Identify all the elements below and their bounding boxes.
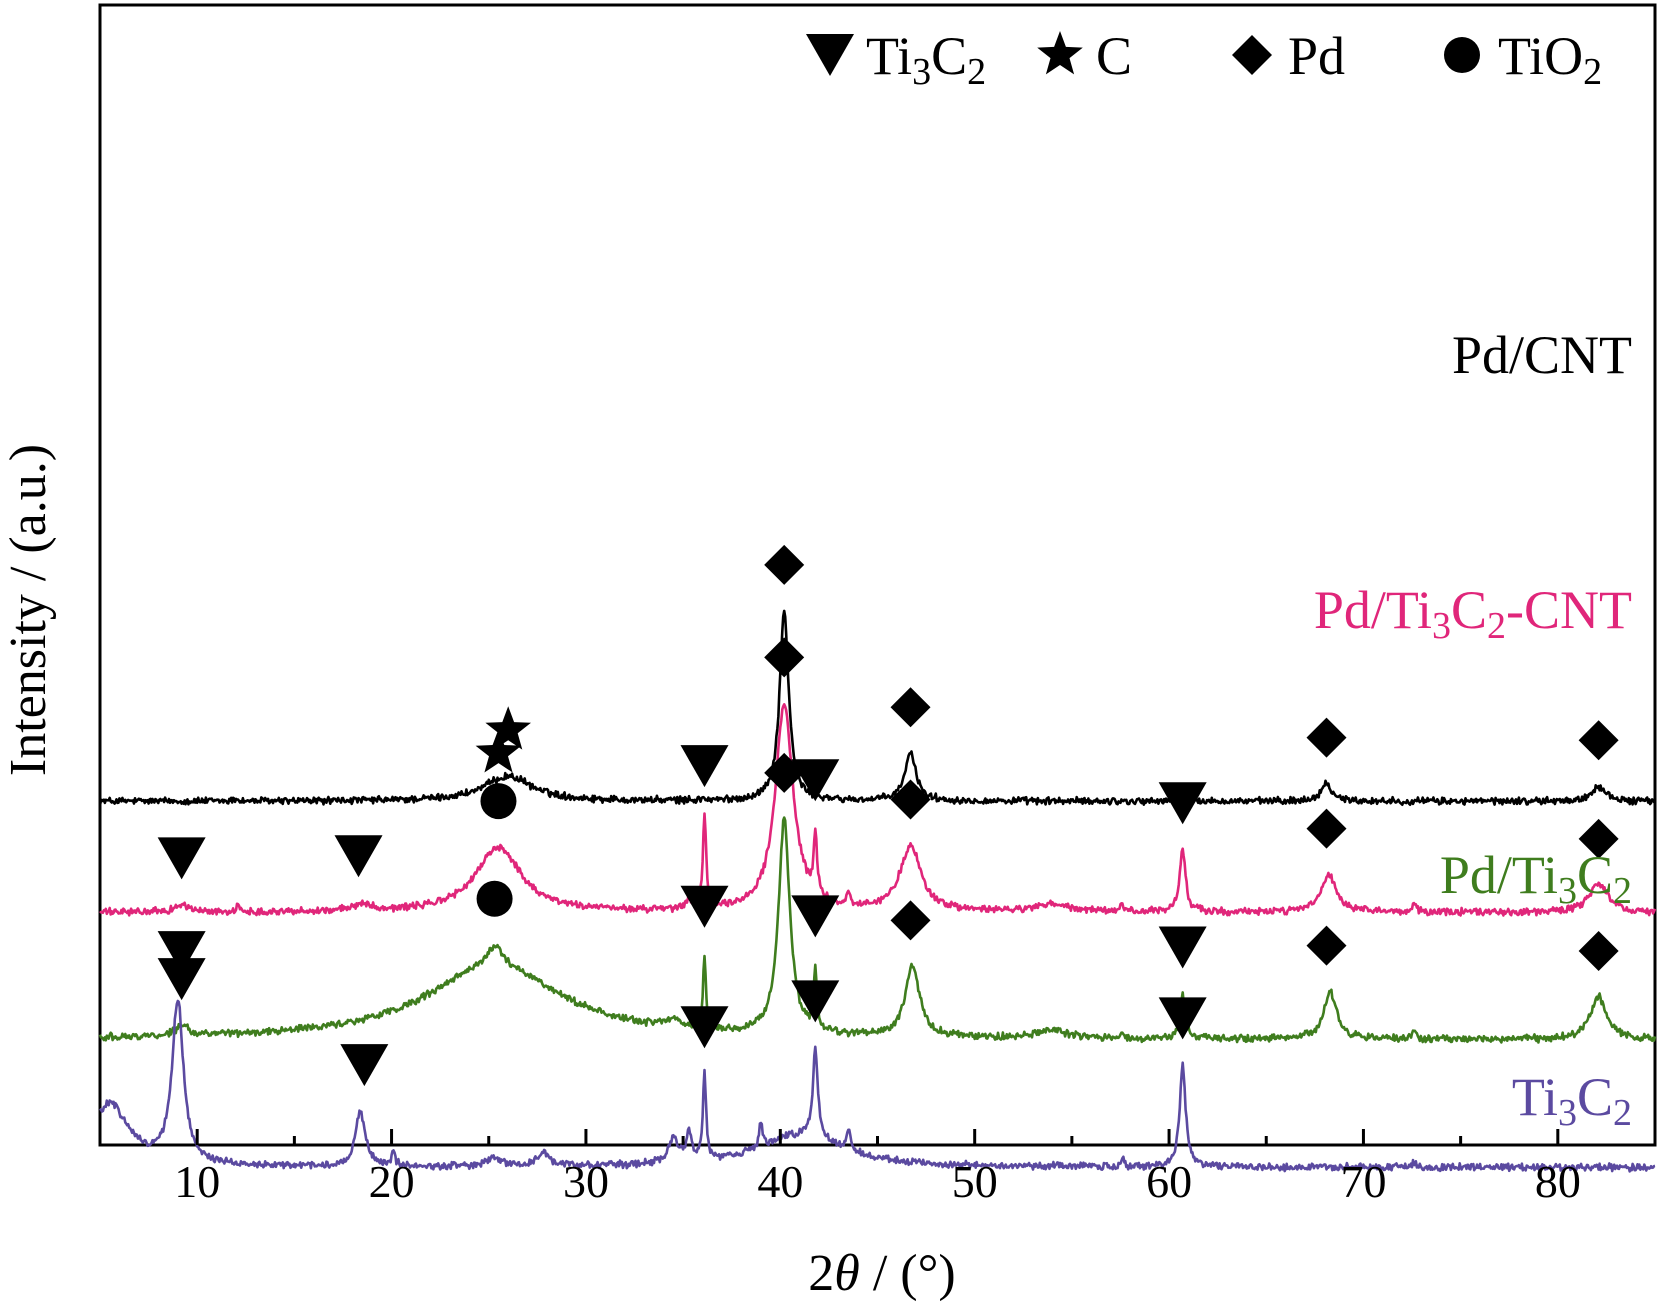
legend-label-part: Pd xyxy=(1288,26,1345,86)
carbon-marker xyxy=(475,729,522,773)
x-axis-title-prefix: 2 xyxy=(808,1245,834,1302)
legend-label: Pd xyxy=(1288,26,1345,86)
ti3c2-marker xyxy=(1158,782,1207,825)
series-label-2: Pd/Ti3​C2​ xyxy=(1440,845,1632,912)
series-label-part: 3 xyxy=(1558,1092,1577,1134)
series-label-part: C xyxy=(1577,1067,1613,1127)
axes: 2θ / (°) Intensity / (a.u.) 10 20 30 40 50 60… xyxy=(0,444,1657,1302)
series-label-part: Ti xyxy=(1512,1067,1558,1127)
x-tick-label: 80 xyxy=(1535,1156,1581,1207)
ti3c2-marker xyxy=(791,980,840,1023)
series-line-2 xyxy=(98,816,1657,1044)
ti3c2-marker xyxy=(791,895,840,938)
legend-label-part: Ti xyxy=(866,26,912,86)
series-label-part: C xyxy=(1577,845,1613,905)
x-tick-label: 50 xyxy=(952,1156,998,1207)
y-axis-title: Intensity / (a.u.) xyxy=(0,444,57,776)
x-axis-title: 2θ / (°) xyxy=(808,1245,955,1302)
ti3c2-marker xyxy=(680,745,729,788)
series-label-part: 2 xyxy=(1487,605,1506,647)
x-tick-label: 10 xyxy=(174,1156,220,1207)
pd-marker xyxy=(1578,818,1619,859)
pd-marker xyxy=(764,637,805,678)
pd-marker xyxy=(1578,720,1619,761)
legend-label: C xyxy=(1096,26,1132,86)
legend-label: Ti3​C2​ xyxy=(866,26,986,93)
pd-marker xyxy=(890,779,931,820)
x-tick-label: 40 xyxy=(757,1156,803,1207)
ti3c2-marker xyxy=(157,958,206,1001)
x-tick-label: 60 xyxy=(1146,1156,1192,1207)
ti3c2-marker xyxy=(157,837,206,880)
series-label-1: Pd/Ti3​C2​-CNT xyxy=(1314,580,1632,647)
x-tick-label: 20 xyxy=(369,1156,415,1207)
pd-marker xyxy=(764,752,805,793)
legend-entry-0: Ti3​C2​ xyxy=(806,26,986,93)
ti3c2-marker xyxy=(791,759,840,802)
legend-label-part: 3 xyxy=(912,51,931,93)
legend-circle-icon xyxy=(1444,37,1480,73)
legend-entry-2: Pd xyxy=(1232,26,1345,86)
series-label-part: 2 xyxy=(1613,1092,1632,1134)
x-axis-title-suffix: / (°) xyxy=(860,1245,956,1302)
legend-label-part: C xyxy=(1096,26,1132,86)
series-label-part: -CNT xyxy=(1506,580,1632,640)
peak-marker-layer xyxy=(157,544,1619,1087)
series-label-layer: Pd/CNT Pd/Ti3​C2​-CNT Pd/Ti3​C2​ Ti3​C2​ xyxy=(1314,325,1632,1134)
ti3c2-marker xyxy=(1158,926,1207,969)
ti3c2-marker xyxy=(157,931,206,974)
ti3c2-marker xyxy=(680,1006,729,1049)
x-axis-title-symbol: θ xyxy=(834,1245,860,1302)
series-label-part: 3 xyxy=(1432,605,1451,647)
legend-diamond-icon xyxy=(1232,35,1272,75)
tio2-marker xyxy=(480,783,517,820)
plot-frame xyxy=(98,3,1657,1147)
legend-down-triangle-icon xyxy=(806,34,854,76)
pd-marker xyxy=(1306,717,1347,758)
legend-entry-1: C xyxy=(1037,26,1132,86)
plot-border xyxy=(98,3,1657,1147)
series-line-3 xyxy=(99,999,1656,1173)
pd-marker xyxy=(764,544,805,585)
series-label-part: Pd/CNT xyxy=(1452,325,1632,385)
legend-label: TiO2​ xyxy=(1498,26,1602,93)
pd-marker xyxy=(1306,925,1347,966)
legend-label-part: 2 xyxy=(967,51,986,93)
pd-marker xyxy=(890,687,931,728)
series-label-0: Pd/CNT xyxy=(1452,325,1632,385)
pd-marker xyxy=(890,900,931,941)
legend-star-icon xyxy=(1037,31,1083,75)
ti3c2-marker xyxy=(1158,997,1207,1040)
series-label-part: Pd/Ti xyxy=(1314,580,1432,640)
legend-label-part: C xyxy=(931,26,967,86)
series-label-part: Pd/Ti xyxy=(1440,845,1558,905)
legend-entry-3: TiO2​ xyxy=(1444,26,1602,93)
x-tick-label: 30 xyxy=(563,1156,609,1207)
tio2-marker xyxy=(476,880,513,917)
pd-marker xyxy=(1306,808,1347,849)
ti3c2-marker xyxy=(334,835,383,878)
carbon-marker xyxy=(485,706,531,750)
series-label-part: 2 xyxy=(1613,870,1632,912)
series-line-0 xyxy=(98,609,1657,806)
series-label-part: 3 xyxy=(1558,870,1577,912)
series-line-1 xyxy=(99,703,1657,917)
series-label-part: C xyxy=(1451,580,1487,640)
pd-marker xyxy=(1578,931,1619,972)
ti3c2-marker xyxy=(340,1044,389,1087)
x-tick-label: 70 xyxy=(1340,1156,1386,1207)
ti3c2-marker xyxy=(680,885,729,928)
legend-label-part: TiO xyxy=(1498,26,1583,86)
series-layer xyxy=(98,609,1657,1173)
series-label-3: Ti3​C2​ xyxy=(1512,1067,1632,1134)
legend-label-part: 2 xyxy=(1583,51,1602,93)
